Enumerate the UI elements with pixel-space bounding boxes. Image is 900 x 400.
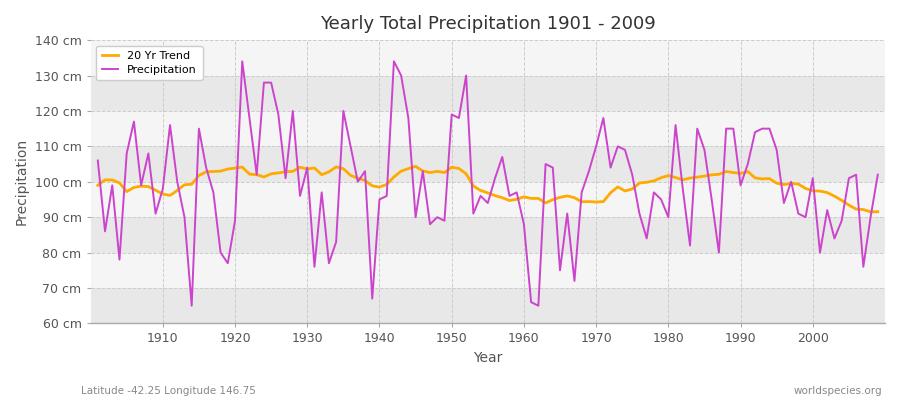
Precipitation [619, 148, 630, 152]
20 Yr Trend [410, 164, 421, 169]
Precipitation [150, 211, 161, 216]
20 Yr Trend [518, 194, 529, 199]
Title: Yearly Total Precipitation 1901 - 2009: Yearly Total Precipitation 1901 - 2009 [320, 15, 656, 33]
Line: Precipitation: Precipitation [98, 61, 878, 306]
20 Yr Trend [865, 210, 876, 214]
Precipitation [872, 172, 883, 177]
Bar [91, 76, 885, 111]
20 Yr Trend [872, 209, 883, 214]
Bar [91, 146, 885, 182]
Precipitation [526, 300, 536, 304]
20 Yr Trend [353, 176, 364, 181]
Legend: 20 Yr Trend, Precipitation: 20 Yr Trend, Precipitation [96, 46, 202, 80]
Precipitation [93, 158, 104, 163]
Bar [91, 217, 885, 252]
20 Yr Trend [309, 166, 320, 170]
Precipitation [237, 59, 248, 64]
20 Yr Trend [526, 196, 536, 201]
Precipitation [323, 261, 334, 266]
Line: 20 Yr Trend: 20 Yr Trend [98, 166, 878, 212]
X-axis label: Year: Year [473, 351, 502, 365]
Precipitation [533, 303, 544, 308]
Text: Latitude -42.25 Longitude 146.75: Latitude -42.25 Longitude 146.75 [81, 386, 256, 396]
Y-axis label: Precipitation: Precipitation [15, 138, 29, 225]
Precipitation [186, 303, 197, 308]
Text: worldspecies.org: worldspecies.org [794, 386, 882, 396]
Precipitation [367, 296, 378, 301]
20 Yr Trend [612, 184, 623, 189]
Bar [91, 288, 885, 324]
20 Yr Trend [150, 188, 161, 193]
20 Yr Trend [93, 183, 104, 188]
